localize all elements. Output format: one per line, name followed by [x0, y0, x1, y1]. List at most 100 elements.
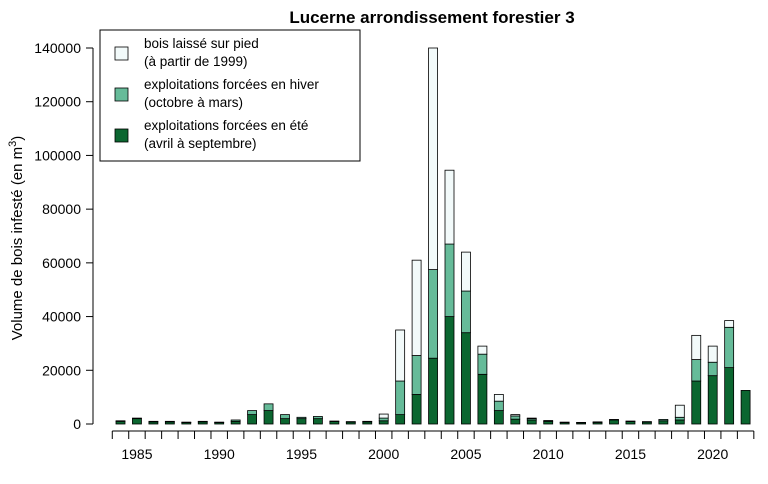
bar-segment-standing	[707, 345, 718, 363]
bar-segment-winter	[707, 361, 718, 377]
bar-segment-standing	[674, 404, 685, 418]
legend-swatch	[114, 87, 129, 102]
bar-segment-winter	[609, 419, 619, 421]
x-axis: 1985 1990 1995 2000 2005 2010 2015 2020	[111, 430, 755, 462]
y-axis: 0 20000 40000 60000 80000 100000 120000 140000	[34, 40, 94, 432]
bar-segment-summer	[510, 418, 521, 425]
x-tick-label: 2010	[533, 446, 564, 462]
bar-segment-standing	[493, 394, 504, 402]
bar-segment-summer	[493, 410, 504, 425]
bar-segment-standing	[444, 169, 455, 245]
legend-label: bois laissé sur pied	[144, 36, 259, 51]
bar-segment-winter	[148, 420, 159, 423]
y-tick-label: 140000	[34, 40, 81, 56]
bar-segment-winter	[642, 421, 652, 423]
bar-segment-winter	[493, 400, 504, 411]
bar-segment-winter	[444, 243, 455, 317]
bar-segment-standing	[461, 251, 471, 292]
bar-segment-summer	[411, 394, 422, 425]
bar-segment-summer	[461, 332, 471, 425]
legend-label-sub: (avril à septembre)	[144, 136, 257, 151]
bar-segment-summer	[543, 420, 554, 425]
y-axis-label: Volume de bois infesté (en m3)	[7, 136, 26, 341]
bar-segment-winter	[658, 419, 669, 422]
bar-segment-standing	[378, 413, 389, 419]
bar-segment-summer	[444, 316, 455, 425]
bar-segment-summer	[724, 367, 735, 425]
bar-segment-winter	[691, 359, 702, 382]
bar-segment-summer	[263, 410, 274, 425]
bar-segment-summer	[132, 418, 142, 425]
bar-segment-summer	[691, 380, 702, 425]
bar-segment-summer	[740, 390, 751, 425]
y-tick-label: 0	[73, 416, 81, 432]
y-tick-label: 80000	[42, 201, 81, 217]
bar-segment-standing	[395, 329, 406, 382]
bar-segment-winter	[674, 416, 685, 421]
bar-segment-standing	[526, 417, 537, 420]
x-tick-label: 1985	[121, 446, 152, 462]
y-tick-label: 40000	[42, 309, 81, 325]
plot-area	[115, 47, 751, 425]
bar-segment-standing	[428, 47, 438, 270]
bar-segment-standing	[691, 334, 702, 360]
bar-segment-standing	[724, 320, 735, 328]
chart-title: Lucerne arrondissement forestier 3	[289, 8, 574, 27]
x-tick-label: 1995	[286, 446, 317, 462]
x-tick-label: 2020	[697, 446, 728, 462]
bar-segment-summer	[378, 420, 389, 425]
y-axis-label-superscript: 3	[7, 141, 19, 147]
bar-segment-standing	[510, 414, 521, 417]
bar-segment-winter	[197, 420, 208, 423]
bar-segment-summer	[115, 420, 126, 425]
bar-segment-winter	[510, 415, 521, 420]
bar-segment-winter	[230, 419, 241, 422]
y-tick-label: 120000	[34, 94, 81, 110]
bar-segment-winter	[214, 421, 225, 424]
bar-segment-winter	[181, 421, 192, 424]
bar-segment-winter	[477, 353, 488, 375]
legend-label: exploitations forcées en été	[144, 118, 308, 133]
y-axis-label-text: Volume de bois infesté (en m	[9, 147, 26, 340]
legend-box	[99, 29, 361, 162]
bar-segment-summer	[609, 419, 619, 425]
legend-swatch	[114, 128, 129, 143]
bar-segment-winter	[132, 417, 142, 420]
bar-segment-winter	[411, 355, 422, 395]
bar-segment-winter	[625, 420, 636, 422]
bar-segment-winter	[461, 290, 471, 334]
x-tick-label: 1990	[204, 446, 235, 462]
bar-segment-winter	[115, 420, 126, 422]
bar-segment-winter	[395, 380, 406, 415]
bar-segment-winter	[247, 410, 258, 416]
x-tick-label: 2015	[615, 446, 646, 462]
bar-segment-summer	[395, 414, 406, 425]
bar-segment-summer	[707, 375, 718, 425]
bar-segment-winter	[263, 403, 274, 411]
y-tick-label: 20000	[42, 362, 81, 378]
bar-segment-summer	[674, 419, 685, 425]
bar-segment-winter	[362, 420, 373, 423]
bar-segment-winter	[345, 421, 356, 423]
bar-segment-winter	[543, 420, 554, 422]
y-tick-label: 60000	[42, 255, 81, 271]
bar-segment-winter	[378, 417, 389, 422]
bar-segment-winter	[312, 416, 323, 420]
bar-segment-summer	[526, 419, 537, 425]
legend-label-sub: (octobre à mars)	[144, 95, 243, 110]
legend-label: exploitations forcées en hiver	[144, 77, 319, 92]
bar-segment-winter	[576, 421, 586, 424]
bar-segment-summer	[247, 414, 258, 425]
legend: bois laissé sur pied (à partir de 1999) ex…	[99, 29, 361, 162]
bar-segment-winter	[280, 414, 290, 420]
bar-segment-summer	[296, 418, 307, 425]
x-tick-label: 2000	[368, 446, 399, 462]
bar-segment-winter	[329, 420, 340, 422]
bar-segment-winter	[296, 416, 307, 420]
bar-segment-summer	[428, 357, 438, 425]
bar-segment-winter	[428, 269, 438, 359]
legend-label-sub: (à partir de 1999)	[144, 54, 248, 69]
legend-swatch	[114, 46, 129, 61]
bar-segment-winter	[592, 421, 603, 423]
